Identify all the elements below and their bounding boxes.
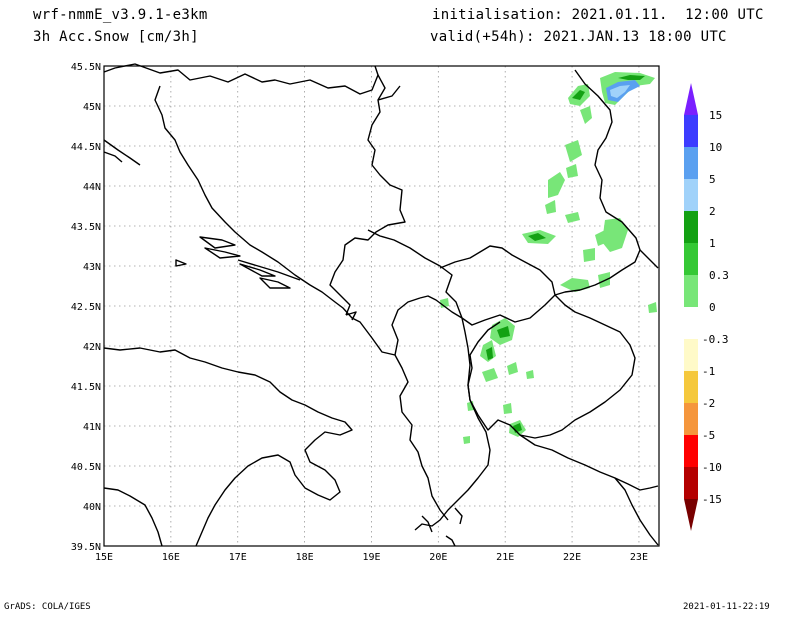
colorbar-label: -2 bbox=[702, 397, 715, 410]
colorbar-segment bbox=[684, 275, 698, 307]
colorbar-label: 2 bbox=[709, 205, 716, 218]
init-time: initialisation: 2021.01.11. 12:00 UTC bbox=[432, 7, 764, 23]
lon-tick-label: 17E bbox=[229, 552, 247, 563]
longitude-labels: 15E 16E 17E 18E 19E 20E 21E 22E 23E bbox=[95, 552, 648, 563]
colorbar-label: -1 bbox=[702, 365, 715, 378]
colorbar-label: -5 bbox=[702, 429, 715, 442]
colorbar-label: 10 bbox=[709, 141, 722, 154]
colorbar-segment bbox=[684, 115, 698, 147]
colorbar-segment bbox=[684, 211, 698, 243]
snow-shading bbox=[440, 72, 657, 444]
colorbar-label: 1 bbox=[709, 237, 716, 250]
lat-tick-label: 42.5N bbox=[71, 302, 101, 313]
lon-tick-label: 16E bbox=[162, 552, 180, 563]
lon-tick-label: 23E bbox=[630, 552, 648, 563]
colorbar-bottom-arrow bbox=[684, 499, 698, 531]
colorbar-label: 0.3 bbox=[709, 269, 729, 282]
lon-tick-label: 20E bbox=[429, 552, 447, 563]
lat-tick-label: 39.5N bbox=[71, 542, 101, 553]
latitude-labels: 45.5N 45N 44.5N 44N 43.5N 43N 42.5N 42N 41.5N 41N… bbox=[71, 62, 101, 553]
colorbar-segment bbox=[684, 467, 698, 499]
footer-credit: GrADS: COLA/IGES bbox=[4, 602, 91, 612]
colorbar-label: -15 bbox=[702, 493, 722, 506]
colorbar: 15 10 5 2 1 0.3 0 -0.3 -1 -2 -5 -10 -15 bbox=[684, 83, 729, 531]
lat-tick-label: 41.5N bbox=[71, 382, 101, 393]
lat-tick-label: 40.5N bbox=[71, 462, 101, 473]
lat-tick-label: 42N bbox=[83, 342, 101, 353]
colorbar-label: 5 bbox=[709, 173, 716, 186]
colorbar-segment bbox=[684, 403, 698, 435]
lat-tick-label: 45N bbox=[83, 102, 101, 113]
lat-tick-label: 43.5N bbox=[71, 222, 101, 233]
colorbar-segment bbox=[684, 339, 698, 371]
plot-frame bbox=[103, 65, 660, 547]
lat-tick-label: 44.5N bbox=[71, 142, 101, 153]
lon-tick-label: 18E bbox=[296, 552, 314, 563]
lat-tick-label: 43N bbox=[83, 262, 101, 273]
lon-tick-label: 21E bbox=[496, 552, 514, 563]
colorbar-segment bbox=[684, 243, 698, 275]
footer-timestamp: 2021-01-11-22:19 bbox=[683, 602, 770, 612]
coastlines-borders bbox=[103, 63, 659, 547]
field-title: 3h Acc.Snow [cm/3h] bbox=[33, 29, 199, 45]
lat-tick-label: 41N bbox=[83, 422, 101, 433]
colorbar-segment bbox=[684, 147, 698, 179]
lat-tick-label: 40N bbox=[83, 502, 101, 513]
valid-time: valid(+54h): 2021.JAN.13 18:00 UTC bbox=[430, 29, 727, 45]
lat-tick-label: 45.5N bbox=[71, 62, 101, 73]
lat-tick-label: 44N bbox=[83, 182, 101, 193]
colorbar-top-arrow bbox=[684, 83, 698, 115]
lon-tick-label: 19E bbox=[362, 552, 380, 563]
colorbar-label: -0.3 bbox=[702, 333, 729, 346]
colorbar-segment bbox=[684, 179, 698, 211]
colorbar-segment bbox=[684, 435, 698, 467]
colorbar-segment bbox=[684, 371, 698, 403]
lat-lon-grid bbox=[104, 66, 659, 546]
colorbar-segment bbox=[684, 307, 698, 339]
lon-tick-label: 22E bbox=[563, 552, 581, 563]
colorbar-label: 0 bbox=[709, 301, 716, 314]
colorbar-label: 15 bbox=[709, 109, 722, 122]
lon-tick-label: 15E bbox=[95, 552, 113, 563]
model-title: wrf-nmmE_v3.9.1-e3km bbox=[33, 7, 208, 23]
colorbar-label: -10 bbox=[702, 461, 722, 474]
